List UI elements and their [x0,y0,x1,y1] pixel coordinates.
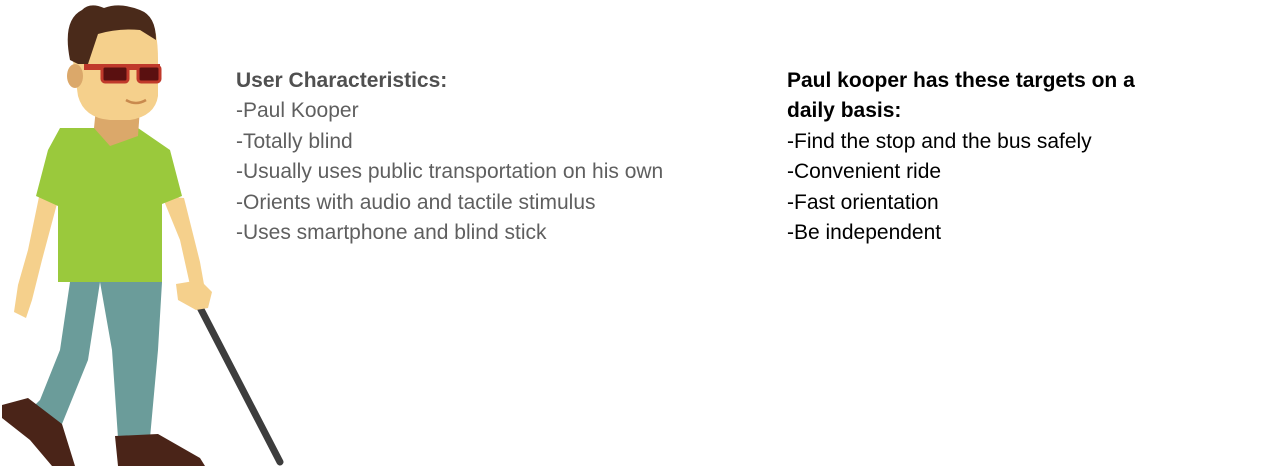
target-item: -Find the stop and the bus safely [787,129,1092,153]
user-characteristics-section: User Characteristics: -Paul Kooper -Tota… [236,66,756,248]
right-shoe [115,434,205,466]
target-item: -Fast orientation [787,190,939,214]
characteristic-item: -Totally blind [236,129,353,153]
cane [188,288,284,466]
blind-man-with-cane-illustration [2,5,284,466]
characteristic-item: -Paul Kooper [236,99,359,123]
target-item: -Be independent [787,221,942,245]
hair [67,5,156,65]
target-item: -Convenient ride [787,160,942,184]
pants [100,282,162,438]
left-shoe [2,398,75,466]
daily-targets-heading: Paul kooper has these targets on a daily… [787,69,1135,123]
daily-targets-section: Paul kooper has these targets on a daily… [787,66,1257,248]
user-characteristics-heading: User Characteristics: [236,69,448,92]
characteristic-item: -Usually uses public transportation on h… [236,160,664,184]
shirt [36,128,182,282]
characteristic-item: -Uses smartphone and blind stick [236,221,547,245]
characteristic-item: -Orients with audio and tactile stimulus [236,190,596,214]
